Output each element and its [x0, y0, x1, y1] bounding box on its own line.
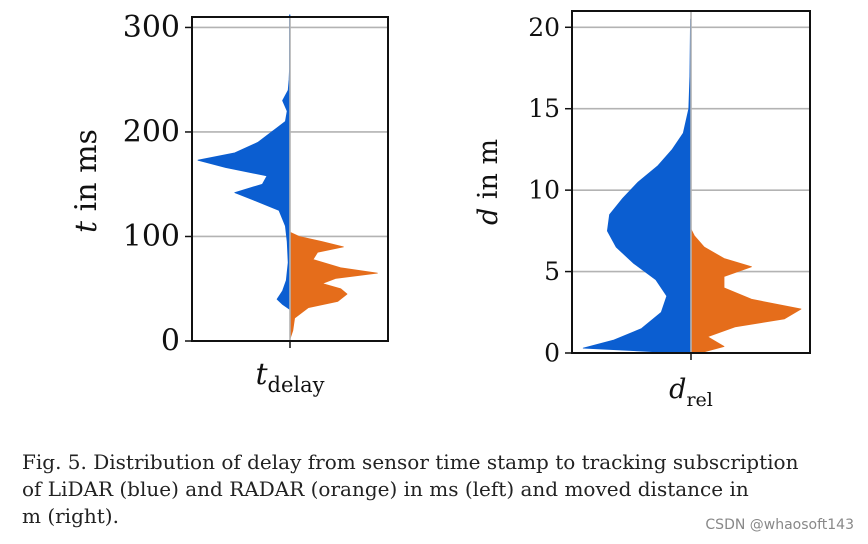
caption-line-1: Fig. 5. Distribution of delay from senso…	[22, 450, 799, 474]
y-tick-label: 0	[161, 324, 180, 359]
x-axis-label: drel	[669, 374, 713, 411]
y-tick-label: 5	[544, 257, 560, 286]
y-tick-label: 0	[544, 339, 560, 368]
x-axis-label: tdelay	[255, 357, 324, 397]
y-tick-label: 200	[123, 114, 180, 149]
right-violin-plot: 0 5 10 15 20 drel d in m	[473, 10, 811, 411]
caption-line-3: m (right).	[22, 504, 119, 528]
y-tick-label: 15	[528, 94, 560, 123]
y-tick-label: 10	[528, 176, 560, 205]
y-axis-label: t in ms	[69, 129, 104, 233]
watermark: CSDN @whaosoft143	[705, 517, 854, 533]
caption-line-2: of LiDAR (blue) and RADAR (orange) in ms…	[22, 477, 749, 501]
y-axis-label: d in m	[473, 139, 504, 225]
violin-lidar	[197, 14, 291, 310]
y-tick-label: 20	[528, 13, 560, 42]
y-tick-label: 100	[123, 219, 180, 254]
violin-radar	[289, 231, 378, 340]
figure-caption: Fig. 5. Distribution of delay from senso…	[22, 449, 852, 530]
y-tick-label: 300	[123, 10, 180, 45]
violin-lidar	[582, 18, 692, 354]
left-violin-plot: 0 100 200 300 tdelay t in ms	[69, 10, 389, 397]
violin-radar	[690, 228, 802, 354]
